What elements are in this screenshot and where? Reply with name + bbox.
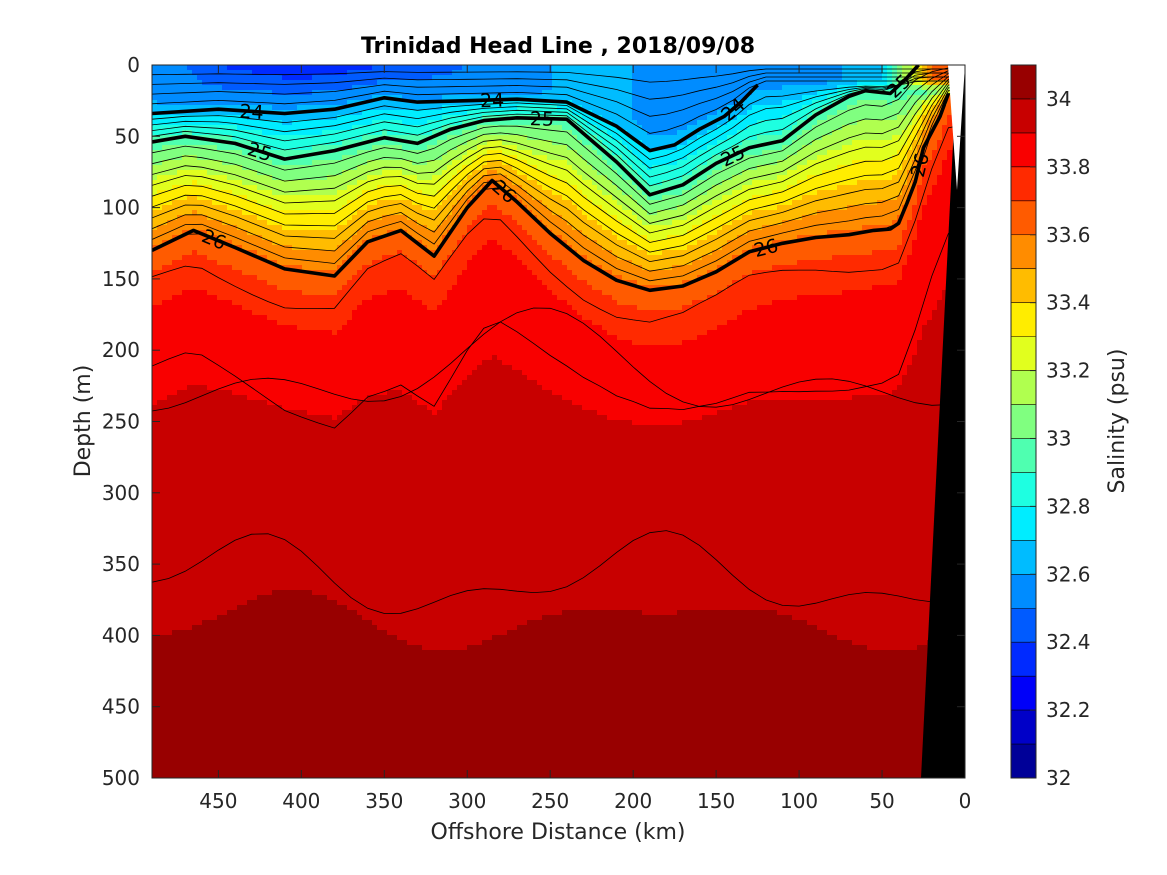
y-tick-label: 200 (102, 338, 140, 362)
colorbar-tick-label: 32 (1046, 766, 1071, 790)
x-tick-label: 400 (282, 789, 320, 813)
colorbar-label: Salinity (psu) (1105, 349, 1130, 494)
y-tick-label: 0 (127, 53, 140, 77)
contour-label-25: 25 (529, 108, 554, 131)
x-tick-label: 200 (614, 789, 652, 813)
colorbar-segment (1011, 371, 1036, 405)
colorbar-tick-label: 32.4 (1046, 630, 1091, 654)
colorbar-segment (1011, 269, 1036, 303)
colorbar-segment (1011, 438, 1036, 472)
colorbar-segment (1011, 303, 1036, 337)
colorbar-segment (1011, 710, 1036, 744)
colorbar-segment (1011, 235, 1036, 269)
colorbar-tick-label: 32.2 (1046, 698, 1091, 722)
y-tick-label: 50 (115, 124, 140, 148)
colorbar-segment (1011, 65, 1036, 99)
x-tick-label: 250 (531, 789, 569, 813)
colorbar-tick-label: 33.4 (1046, 291, 1091, 315)
y-tick-label: 350 (102, 552, 140, 576)
x-tick-label: 300 (448, 789, 486, 813)
colorbar-tick-label: 33 (1046, 426, 1071, 450)
x-tick-label: 350 (365, 789, 403, 813)
colorbar-tick-label: 32.8 (1046, 494, 1091, 518)
contour-label-24: 24 (480, 90, 505, 113)
y-tick-label: 450 (102, 695, 140, 719)
colorbar-segment (1011, 472, 1036, 506)
x-tick-label: 150 (697, 789, 735, 813)
colorbar (1011, 65, 1036, 778)
plot-area (152, 65, 968, 781)
colorbar-segment (1011, 744, 1036, 778)
colorbar-segment (1011, 574, 1036, 608)
x-tick-label: 100 (780, 789, 818, 813)
colorbar-ticks: 32 32.2 32.4 32.6 32.8 33 33.2 33.4 33.6 33.8 34 (1030, 87, 1091, 790)
colorbar-segment (1011, 201, 1036, 235)
x-tick-label: 450 (199, 789, 237, 813)
x-axis-label: Offshore Distance (km) (431, 820, 686, 845)
colorbar-segment (1011, 167, 1036, 201)
colorbar-segment (1011, 405, 1036, 439)
colorbar-segment (1011, 642, 1036, 676)
colorbar-tick-label: 33.2 (1046, 359, 1091, 383)
colorbar-tick-label: 32.6 (1046, 562, 1091, 586)
colorbar-tick-label: 33.8 (1046, 155, 1091, 179)
y-axis-label: Depth (m) (71, 365, 96, 478)
colorbar-segment (1011, 540, 1036, 574)
y-tick-label: 250 (102, 410, 140, 434)
y-tick-label: 150 (102, 267, 140, 291)
y-tick-label: 500 (102, 766, 140, 790)
x-tick-label: 0 (959, 789, 972, 813)
y-tick-label: 400 (102, 623, 140, 647)
salinity-field (152, 65, 968, 781)
colorbar-segment (1011, 676, 1036, 710)
y-tick-label: 100 (102, 196, 140, 220)
colorbar-segment (1011, 506, 1036, 540)
y-tick-label: 300 (102, 481, 140, 505)
colorbar-segment (1011, 337, 1036, 371)
colorbar-tick-label: 33.6 (1046, 223, 1091, 247)
colorbar-tick-label: 34 (1046, 87, 1071, 111)
contour-label-24: 24 (239, 101, 265, 125)
chart-title: Trinidad Head Line , 2018/09/08 (361, 34, 755, 59)
colorbar-segment (1011, 99, 1036, 133)
colorbar-segment (1011, 133, 1036, 167)
x-tick-label: 50 (869, 789, 894, 813)
colorbar-segment (1011, 608, 1036, 642)
